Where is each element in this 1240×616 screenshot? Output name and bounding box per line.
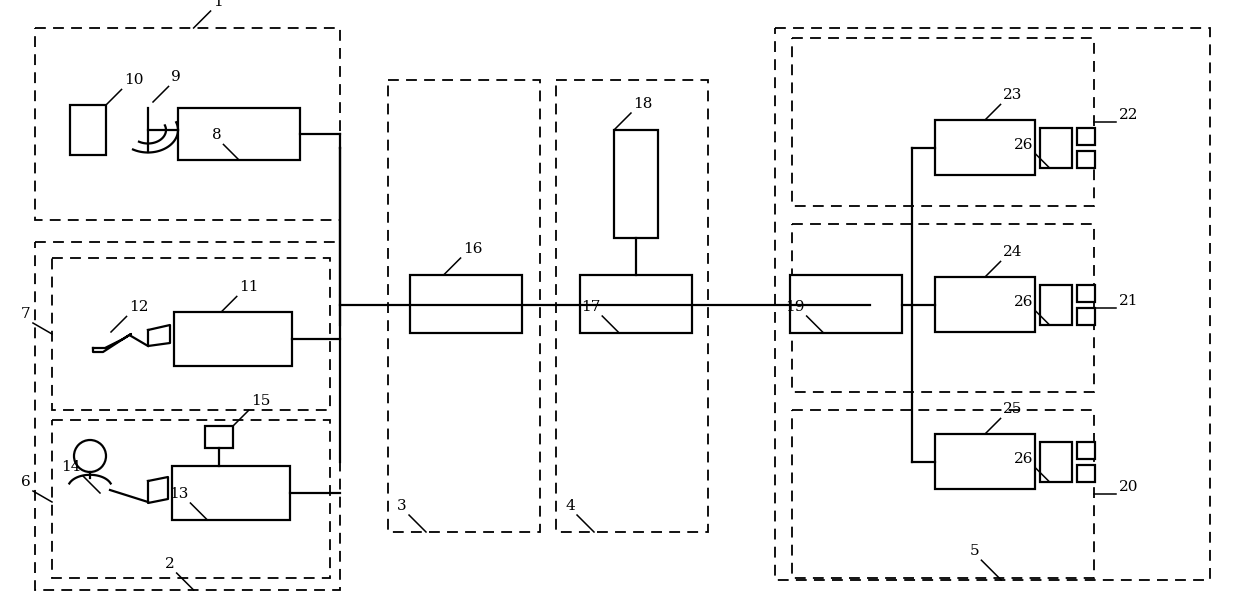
Bar — [205, 426, 233, 448]
Text: 17: 17 — [580, 300, 600, 314]
Text: 15: 15 — [250, 394, 270, 408]
Polygon shape — [148, 477, 167, 503]
Text: 2: 2 — [165, 557, 175, 571]
Text: 5: 5 — [970, 544, 980, 558]
Bar — [1040, 442, 1073, 482]
Bar — [179, 108, 300, 160]
Text: 21: 21 — [1118, 294, 1138, 308]
Text: 16: 16 — [463, 242, 482, 256]
Bar — [792, 224, 1094, 392]
Bar — [556, 80, 708, 532]
Bar — [792, 410, 1094, 578]
Bar — [172, 466, 290, 520]
Text: 25: 25 — [1003, 402, 1022, 416]
Text: 1: 1 — [213, 0, 222, 9]
Bar — [1040, 285, 1073, 325]
Bar — [792, 38, 1094, 206]
Bar — [1040, 128, 1073, 168]
Text: 24: 24 — [1003, 245, 1022, 259]
Text: 6: 6 — [21, 476, 30, 490]
Bar — [935, 120, 1035, 175]
Bar — [35, 242, 340, 590]
Text: 8: 8 — [212, 128, 221, 142]
Text: 14: 14 — [62, 460, 81, 474]
Circle shape — [74, 440, 105, 472]
Bar — [388, 80, 539, 532]
Polygon shape — [148, 325, 170, 346]
Bar — [1078, 285, 1095, 302]
Bar — [1078, 128, 1095, 145]
Bar — [1078, 308, 1095, 325]
Bar — [52, 420, 330, 578]
Polygon shape — [93, 334, 131, 352]
Text: 26: 26 — [1014, 138, 1033, 152]
Text: 19: 19 — [785, 300, 805, 314]
Text: 26: 26 — [1014, 452, 1033, 466]
Text: 9: 9 — [171, 70, 181, 84]
Text: 7: 7 — [21, 307, 30, 322]
Text: 26: 26 — [1014, 294, 1033, 309]
Text: 13: 13 — [169, 487, 188, 501]
Text: 12: 12 — [129, 301, 148, 314]
Bar — [1078, 442, 1095, 459]
Bar — [69, 105, 105, 155]
Bar — [410, 275, 522, 333]
Text: 11: 11 — [239, 280, 258, 294]
Text: 3: 3 — [397, 499, 407, 513]
Text: 18: 18 — [634, 97, 652, 111]
Text: 4: 4 — [565, 499, 575, 513]
Bar — [52, 258, 330, 410]
Text: 22: 22 — [1118, 108, 1138, 122]
Bar — [174, 312, 291, 366]
Bar — [775, 28, 1210, 580]
Text: 23: 23 — [1003, 88, 1022, 102]
Bar — [935, 434, 1035, 489]
Bar — [790, 275, 901, 333]
Text: 20: 20 — [1118, 480, 1138, 494]
Bar — [35, 28, 340, 220]
Text: 10: 10 — [124, 73, 143, 87]
Bar — [580, 275, 692, 333]
Bar — [1078, 151, 1095, 168]
Bar — [935, 277, 1035, 332]
Bar — [1078, 465, 1095, 482]
Bar — [614, 130, 658, 238]
